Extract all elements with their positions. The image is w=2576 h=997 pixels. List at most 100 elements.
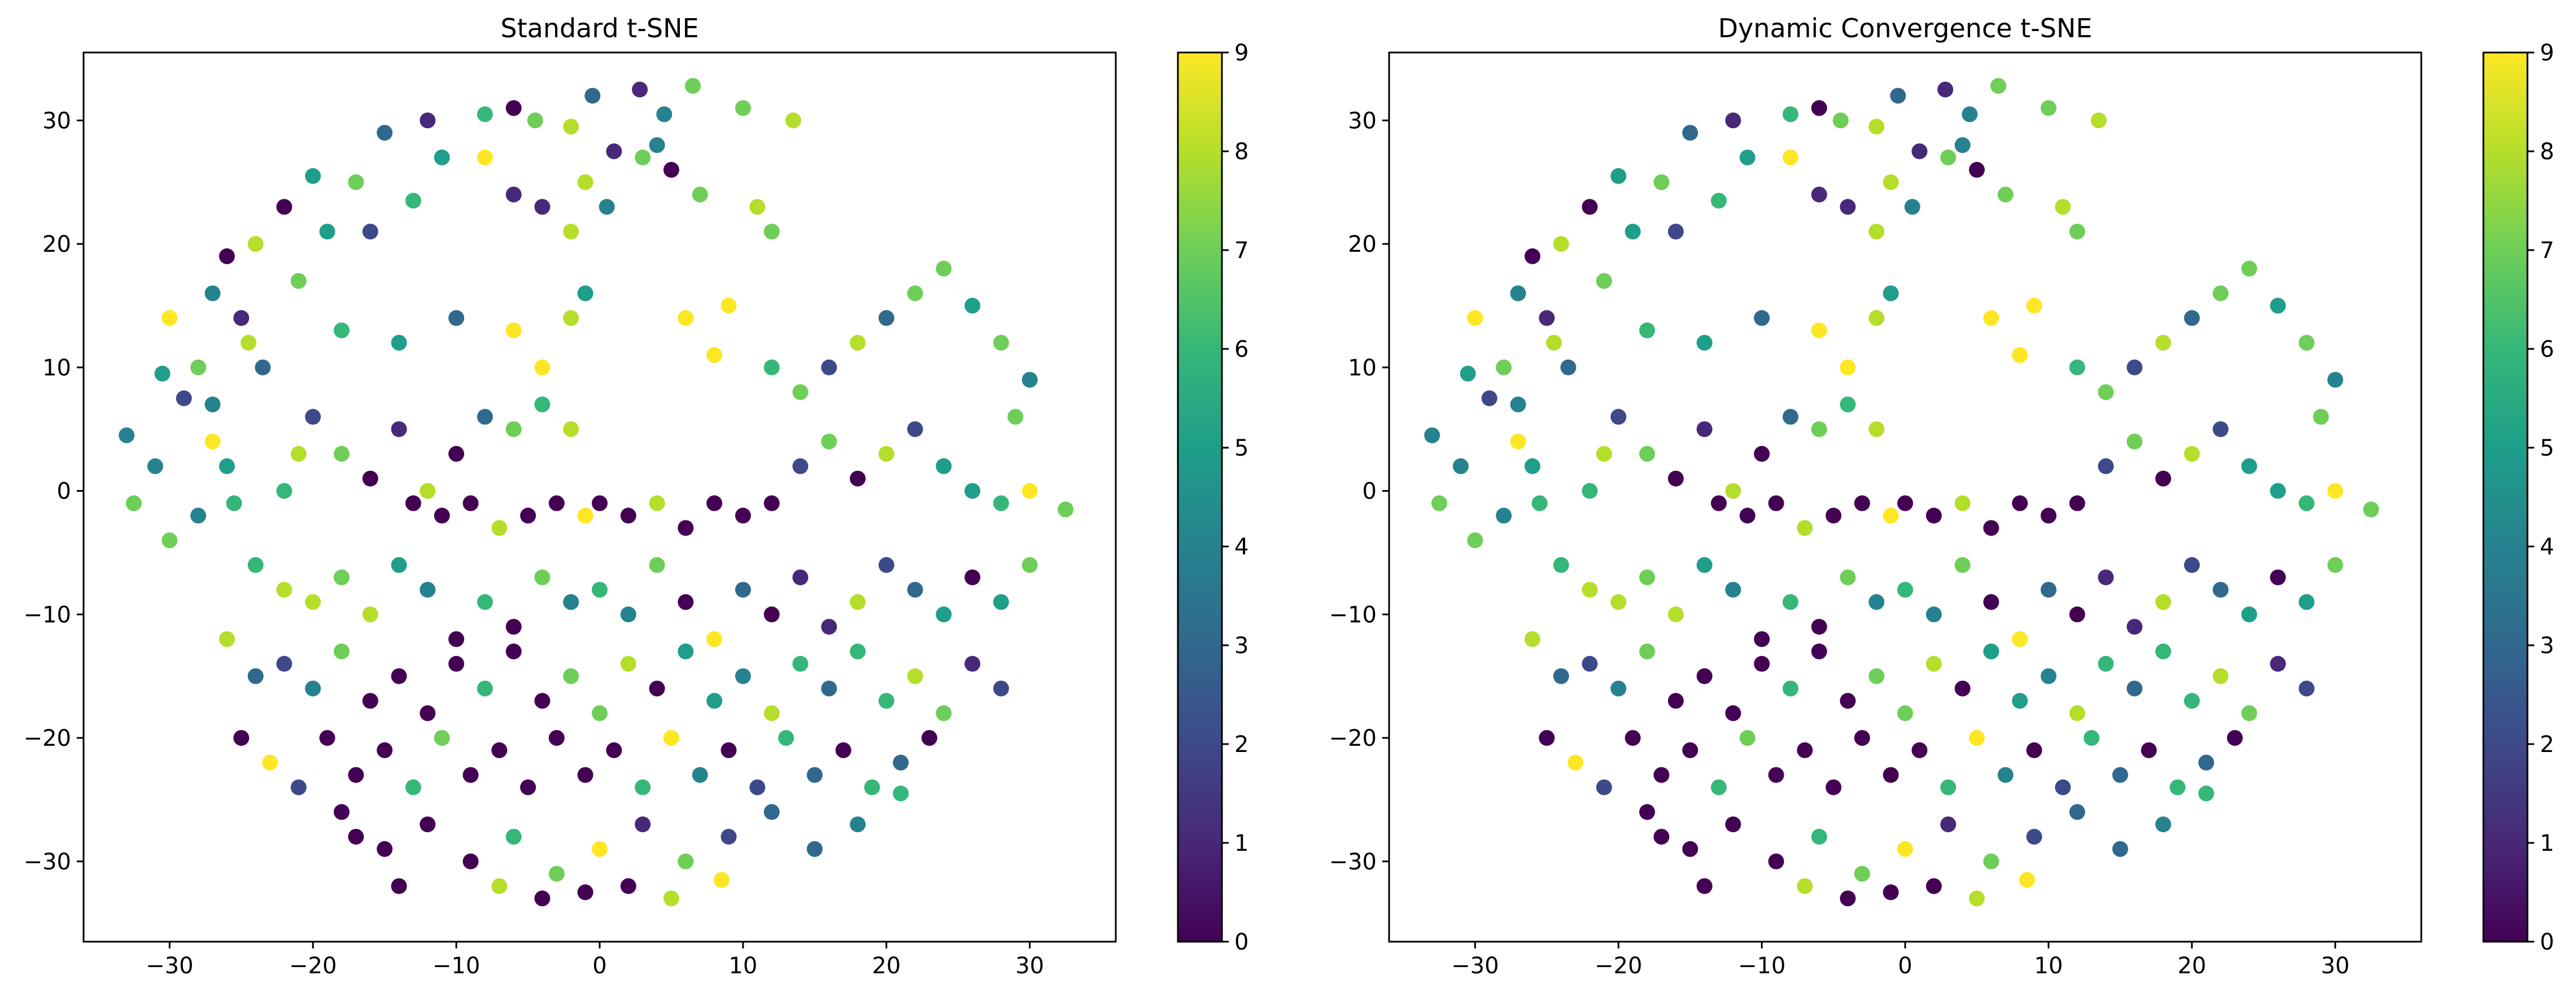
scatter-point <box>204 285 221 301</box>
scatter-point <box>678 853 694 869</box>
scatter-point <box>391 335 407 351</box>
scatter-point <box>785 112 801 129</box>
scatter-point <box>176 390 192 406</box>
scatter-point <box>907 581 923 598</box>
scatter-point <box>305 594 321 610</box>
x-tick-label: −30 <box>1451 953 1499 979</box>
scatter-point <box>964 569 981 585</box>
scatter-point <box>2298 680 2315 697</box>
scatter-point <box>1797 878 1813 894</box>
scatter-point <box>1596 779 1612 795</box>
scatter-point <box>1667 224 1684 240</box>
scatter-point <box>606 143 622 159</box>
scatter-point <box>1560 359 1577 375</box>
scatter-point <box>2040 581 2057 598</box>
colorbar-tick-label: 7 <box>2540 238 2554 264</box>
scatter-point <box>420 112 436 129</box>
scatter-point <box>592 581 608 598</box>
scatter-point <box>1667 470 1684 487</box>
scatter-point <box>2084 730 2100 746</box>
scatter-point <box>2012 631 2028 648</box>
scatter-point <box>219 248 235 264</box>
scatter-point <box>1904 199 1920 215</box>
scatter-point <box>735 100 751 116</box>
scatter-point <box>1754 445 1770 462</box>
scatter-point <box>563 119 579 135</box>
y-tick-label: −30 <box>1329 849 1377 875</box>
scatter-point <box>1524 248 1540 264</box>
scatter-point <box>2069 495 2085 511</box>
scatter-point <box>763 804 780 820</box>
scatter-point <box>527 112 543 129</box>
scatter-point <box>1940 149 1957 165</box>
scatter-point <box>1021 371 1038 388</box>
scatter-point <box>706 347 723 363</box>
y-tick-label: −20 <box>1329 725 1377 751</box>
scatter-point <box>1926 655 1942 672</box>
scatter-point <box>1653 767 1670 783</box>
scatter-point <box>1610 409 1627 425</box>
scatter-point <box>420 581 436 598</box>
scatter-point <box>2241 606 2258 623</box>
scatter-point <box>2327 483 2343 499</box>
scatter-point <box>2141 742 2157 758</box>
scatter-point <box>448 310 465 326</box>
scatter-point <box>1460 365 1476 382</box>
scatter-point <box>2040 100 2057 116</box>
scatter-point <box>505 643 522 659</box>
scatter-point <box>1007 409 1024 425</box>
scatter-point <box>534 693 551 709</box>
scatter-point <box>632 81 648 98</box>
colorbar-tick-label: 2 <box>1234 732 1248 758</box>
scatter-point <box>1682 125 1699 141</box>
scatter-point <box>2298 335 2315 351</box>
scatter-point <box>491 520 508 536</box>
scatter-point <box>1510 285 1526 301</box>
scatter-point <box>563 668 579 684</box>
scatter-point <box>505 100 522 116</box>
scatter-point <box>1510 434 1526 450</box>
scatter-point <box>362 224 378 240</box>
scatter-point <box>377 841 393 857</box>
scatter-point <box>2127 619 2143 635</box>
scatter-point <box>2241 260 2258 277</box>
scatter-point <box>1452 458 1469 474</box>
scatter-point <box>592 705 608 721</box>
scatter-point <box>620 606 636 623</box>
scatter-point <box>835 742 852 758</box>
scatter-point <box>219 631 235 648</box>
scatter-point <box>649 137 665 154</box>
scatter-point <box>1811 421 1827 438</box>
scatter-point <box>1496 508 1512 524</box>
scatter-point <box>678 594 694 610</box>
scatter-point <box>763 359 780 375</box>
scatter-point <box>1725 581 1741 598</box>
scatter-point <box>1725 816 1741 833</box>
y-tick-label: 0 <box>1363 479 1377 505</box>
scatter-point <box>2270 655 2286 672</box>
scatter-point <box>1696 557 1713 573</box>
scatter-point <box>1811 322 1827 339</box>
scatter-point <box>2098 569 2114 585</box>
scatter-point <box>1582 581 1598 598</box>
scatter-point <box>1768 767 1784 783</box>
scatter-point <box>1610 168 1627 184</box>
scatter-point <box>1997 186 2014 203</box>
scatter-point <box>1653 829 1670 845</box>
scatter-point <box>377 742 393 758</box>
scatter-point <box>448 445 465 462</box>
scatter-point <box>1739 149 1756 165</box>
scatter-point <box>462 495 479 511</box>
y-tick-label: −30 <box>24 849 71 875</box>
scatter-point <box>362 470 378 487</box>
scatter-point <box>233 310 250 326</box>
scatter-point <box>792 384 809 400</box>
scatter-point <box>520 779 536 795</box>
scatter-point <box>1539 310 1555 326</box>
colorbar-tick-label: 1 <box>2540 830 2554 856</box>
scatter-point <box>2155 816 2171 833</box>
scatter-point <box>1840 569 1856 585</box>
scatter-point <box>1524 631 1540 648</box>
scatter-point <box>1940 816 1957 833</box>
scatter-point <box>1596 445 1612 462</box>
